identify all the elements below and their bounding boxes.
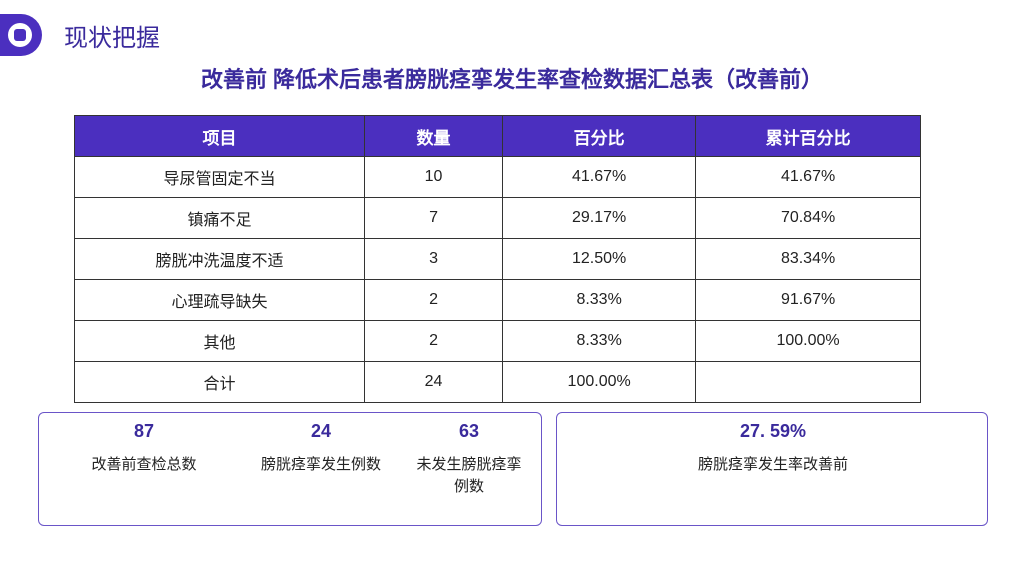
table-row: 其他 2 8.33% 100.00% (74, 320, 921, 362)
table-cell: 镇痛不足 (74, 197, 365, 239)
table-cell: 心理疏导缺失 (74, 279, 365, 321)
table-cell: 8.33% (502, 320, 697, 362)
section-title: 现状把握 (64, 25, 160, 52)
stat: 87 改善前查检总数 (69, 421, 219, 476)
stat: 24 膀胱痉挛发生例数 (251, 421, 391, 476)
table-cell: 100.00% (502, 361, 697, 403)
table-row: 合计 24 100.00% (74, 361, 921, 403)
header-cell: 百分比 (502, 115, 697, 157)
table-cell: 其他 (74, 320, 365, 362)
table-cell (695, 361, 921, 403)
table-cell: 导尿管固定不当 (74, 156, 365, 198)
stat-label: 改善前查检总数 (91, 456, 197, 473)
table-row: 膀胱冲洗温度不适 3 12.50% 83.34% (74, 238, 921, 280)
table-cell: 24 (363, 361, 504, 403)
table-cell: 41.67% (502, 156, 697, 198)
stats-box: 87 改善前查检总数 24 膀胱痉挛发生例数 63 未发生膀胱痉挛例数 (38, 412, 542, 526)
header-cell: 项目 (74, 115, 365, 157)
table-cell: 合计 (74, 361, 365, 403)
table-cell: 70.84% (695, 197, 921, 239)
stat: 63 未发生膀胱痉挛例数 (411, 421, 527, 498)
table-cell: 8.33% (502, 279, 697, 321)
table-row: 导尿管固定不当 10 41.67% 41.67% (74, 156, 921, 198)
section-icon (0, 14, 42, 56)
stat-label: 未发生膀胱痉挛例数 (416, 456, 522, 495)
table-cell: 膀胱冲洗温度不适 (74, 238, 365, 280)
summary-value: 27. 59% (739, 421, 807, 441)
stat-value: 63 (458, 421, 480, 441)
table-cell: 2 (363, 279, 504, 321)
table-cell: 7 (363, 197, 504, 239)
table-cell: 12.50% (502, 238, 697, 280)
summary-box: 27. 59% 膀胱痉挛发生率改善前 (556, 412, 988, 526)
data-table: 项目 数量 百分比 累计百分比 导尿管固定不当 10 41.67% 41.67% 镇痛不足 7 29… (74, 115, 921, 403)
table-cell: 10 (363, 156, 504, 198)
table-cell: 2 (363, 320, 504, 362)
stat-label: 膀胱痉挛发生例数 (260, 456, 381, 473)
summary-label: 膀胱痉挛发生率改善前 (697, 456, 848, 473)
table-cell: 100.00% (695, 320, 921, 362)
table-row: 心理疏导缺失 2 8.33% 91.67% (74, 279, 921, 321)
header-cell: 数量 (363, 115, 504, 157)
table-cell: 91.67% (695, 279, 921, 321)
stat-value: 87 (133, 421, 155, 441)
table-row: 镇痛不足 7 29.17% 70.84% (74, 197, 921, 239)
stat-value: 24 (310, 421, 332, 441)
table-cell: 41.67% (695, 156, 921, 198)
header-cell: 累计百分比 (695, 115, 921, 157)
slide-title: 改善前 降低术后患者膀胱痉挛发生率查检数据汇总表（改善前） (200, 67, 824, 92)
table-cell: 3 (363, 238, 504, 280)
table-cell: 83.34% (695, 238, 921, 280)
table-cell: 29.17% (502, 197, 697, 239)
